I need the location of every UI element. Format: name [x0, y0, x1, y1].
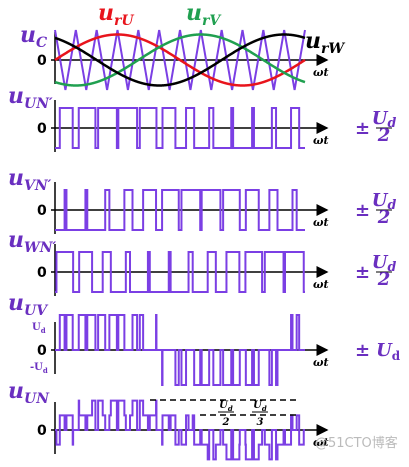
- fraction-symbol: U: [253, 400, 263, 411]
- fraction-symbol: U: [372, 252, 389, 273]
- label: urU: [98, 0, 134, 29]
- fraction-symbol: U: [372, 190, 389, 211]
- label: uUN′: [8, 83, 53, 112]
- label-symbol: u: [98, 0, 114, 26]
- fraction-numerator: Ud: [372, 108, 397, 130]
- axis-label: ωt: [313, 134, 329, 147]
- fraction-denominator: 3: [257, 417, 264, 428]
- label-subscript: UN: [24, 391, 50, 407]
- fraction-symbol: U: [219, 400, 229, 411]
- amplitude-sub: d: [392, 349, 401, 363]
- label-symbol: u: [8, 290, 24, 316]
- label: uWN′: [8, 227, 57, 256]
- label: uVN′: [8, 165, 52, 194]
- fraction-denominator: 2: [377, 269, 391, 290]
- zero-label: 0: [37, 265, 47, 281]
- label-subscript: VN′: [24, 178, 52, 194]
- fraction-denominator: 2: [377, 207, 391, 228]
- waveform: [55, 314, 305, 386]
- label: urW: [305, 28, 345, 57]
- waveform: [55, 189, 305, 231]
- waveform: [55, 251, 305, 293]
- label: uUV: [8, 290, 49, 319]
- axis-label: ωt: [313, 436, 329, 449]
- label-symbol: u: [8, 165, 24, 191]
- fraction-numerator: Ud: [253, 400, 267, 413]
- fraction-subscript: d: [387, 259, 396, 274]
- label-subscript: rV: [202, 13, 222, 29]
- label-subscript: UN′: [24, 96, 53, 112]
- waveform: [55, 107, 305, 149]
- label-subscript: WN′: [24, 240, 57, 256]
- amplitude-sign: ±: [355, 200, 370, 221]
- reference-wave: [54, 33, 306, 87]
- level-sub: d: [41, 326, 46, 335]
- axis-label: ωt: [313, 66, 329, 79]
- axis-label: ωt: [313, 216, 329, 229]
- label-symbol: u: [20, 22, 36, 48]
- fraction-numerator: Ud: [219, 400, 233, 413]
- fraction-numerator: Ud: [372, 252, 397, 274]
- fraction-denominator: 2: [377, 125, 391, 146]
- amplitude-sign: ±: [355, 118, 370, 139]
- amplitude-symbol: U: [376, 340, 393, 361]
- label-symbol: u: [186, 0, 202, 26]
- label: urV: [186, 0, 222, 29]
- fraction-subscript: d: [387, 197, 396, 212]
- axis-label: ωt: [313, 356, 329, 369]
- zero-label: 0: [37, 203, 47, 219]
- fraction-subscript: d: [228, 404, 233, 413]
- label-subscript: rU: [114, 13, 134, 29]
- label: uUN: [8, 378, 50, 407]
- watermark: @51CTO博客: [315, 435, 398, 451]
- zero-label: 0: [37, 53, 47, 69]
- label-subscript: UV: [24, 303, 49, 319]
- fraction-numerator: Ud: [372, 190, 397, 212]
- zero-label: 0: [37, 343, 47, 359]
- label-subscript: C: [36, 35, 47, 51]
- carrier: [54, 29, 306, 91]
- level-symbol: -U: [30, 362, 43, 373]
- level-label: Ud: [32, 322, 46, 335]
- label-symbol: u: [305, 28, 321, 54]
- reference-wave: [54, 33, 306, 87]
- axis-label: ωt: [313, 278, 329, 291]
- zero-label: 0: [37, 121, 47, 137]
- amplitude-sign: ±: [355, 340, 370, 361]
- label-symbol: u: [8, 83, 24, 109]
- fraction-subscript: d: [262, 404, 267, 413]
- amplitude-sign: ±: [355, 262, 370, 283]
- fraction-subscript: d: [387, 115, 396, 130]
- reference-wave: [54, 33, 306, 87]
- amplitude: ± Ud: [355, 340, 401, 363]
- fraction-symbol: U: [372, 108, 389, 129]
- waveform: [55, 399, 305, 461]
- label-symbol: u: [8, 227, 24, 253]
- zero-label: 0: [37, 423, 47, 439]
- fraction-denominator: 2: [222, 417, 230, 428]
- label: uC: [20, 22, 47, 51]
- level-label: -Ud: [30, 362, 48, 375]
- level-symbol: U: [32, 322, 41, 333]
- level-sub: d: [43, 366, 48, 375]
- label-subscript: rW: [321, 41, 345, 57]
- label-symbol: u: [8, 378, 24, 404]
